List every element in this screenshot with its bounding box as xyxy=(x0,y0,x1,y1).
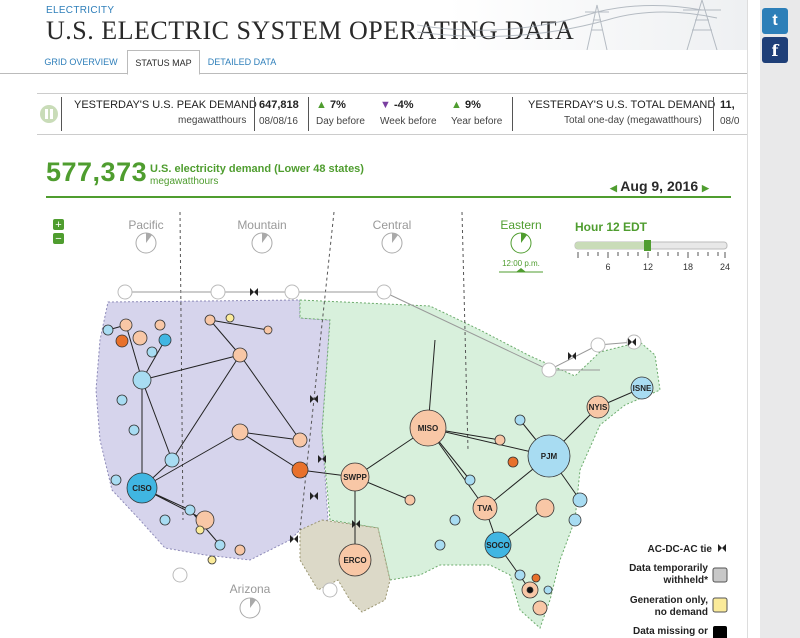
summary-strip: YESTERDAY'S U.S. PEAK DEMAND megawatthou… xyxy=(37,93,747,135)
canada-nodes xyxy=(117,284,642,598)
scroll-rail xyxy=(747,0,760,638)
next-date-icon[interactable]: ▶ xyxy=(702,183,709,193)
twitter-icon[interactable]: t xyxy=(762,8,788,34)
site-header: ELECTRICITY U.S. ELECTRIC SYSTEM OPERATI… xyxy=(0,0,747,50)
balancing-nodes xyxy=(102,313,588,616)
total-value: 11, xyxy=(720,99,735,111)
svg-text:SWPP: SWPP xyxy=(343,473,367,482)
status-map: + − xyxy=(53,211,730,638)
svg-text:Hour 12 EDT: Hour 12 EDT xyxy=(575,220,648,234)
svg-text:+: + xyxy=(55,219,61,231)
timezone-pacific[interactable]: Pacific xyxy=(128,218,164,254)
svg-text:Central: Central xyxy=(373,218,412,232)
svg-text:Eastern: Eastern xyxy=(500,218,541,232)
svg-text:CISO: CISO xyxy=(132,484,152,493)
prev-date-icon[interactable]: ◀ xyxy=(610,183,617,193)
zoom-out-button[interactable]: − xyxy=(53,233,64,245)
up-arrow-icon: ▲ xyxy=(316,99,327,111)
svg-text:NYIS: NYIS xyxy=(589,403,608,412)
peak-title: YESTERDAY'S U.S. PEAK DEMAND xyxy=(74,99,257,111)
demand-label: U.S. electricity demand (Lower 48 states… xyxy=(150,163,364,175)
pause-icon[interactable] xyxy=(39,104,59,124)
svg-text:Generation only,: Generation only, xyxy=(630,595,708,606)
timezone-central[interactable]: Central xyxy=(373,218,412,254)
total-subtitle: Total one-day (megawatthours) xyxy=(564,115,702,126)
svg-text:12: 12 xyxy=(643,262,653,272)
svg-text:PJM: PJM xyxy=(541,452,558,461)
svg-text:6: 6 xyxy=(605,262,610,272)
map-legend: AC-DC-AC tie Data temporarily withheld* … xyxy=(629,544,728,638)
power-tower-graphic xyxy=(417,0,721,50)
region-nodes xyxy=(126,376,654,577)
svg-text:Arizona: Arizona xyxy=(230,582,271,596)
tab-grid-overview[interactable]: GRID OVERVIEW xyxy=(44,57,118,67)
total-date: 08/0 xyxy=(720,116,740,127)
date-value: Aug 9, 2016 xyxy=(620,178,699,194)
zoom-in-button[interactable]: + xyxy=(53,219,64,231)
svg-text:MISO: MISO xyxy=(418,424,438,433)
tab-bar: GRID OVERVIEW STATUS MAP DETAILED DATA xyxy=(0,50,747,75)
svg-text:Mountain: Mountain xyxy=(237,218,286,232)
change-day-value: 7% xyxy=(329,99,346,111)
slider-handle[interactable] xyxy=(644,240,651,251)
svg-text:Pacific: Pacific xyxy=(128,218,163,232)
svg-text:18: 18 xyxy=(683,262,693,272)
svg-text:ERCO: ERCO xyxy=(343,556,366,565)
svg-text:withheld*: withheld* xyxy=(663,575,709,586)
demand-value: 577,373 xyxy=(46,157,148,187)
tab-status-map[interactable]: STATUS MAP xyxy=(127,50,200,75)
timezone-eastern[interactable]: Eastern 12:00 p.m. xyxy=(498,214,544,274)
svg-text:24: 24 xyxy=(720,262,730,272)
svg-text:ISNE: ISNE xyxy=(633,384,652,393)
current-demand: 577,373 U.S. electricity demand (Lower 4… xyxy=(46,157,364,188)
total-title: YESTERDAY'S U.S. TOTAL DEMAND xyxy=(528,99,716,111)
svg-text:Data temporarily: Data temporarily xyxy=(629,563,708,574)
divider xyxy=(46,196,731,198)
tab-detailed-data[interactable]: DETAILED DATA xyxy=(207,57,277,67)
section-kicker[interactable]: ELECTRICITY xyxy=(46,5,115,16)
peak-value: 647,818 xyxy=(259,99,299,111)
region-labels: MISO PJM NYIS ISNE SWPP TVA SOCO ERCO CI… xyxy=(132,384,652,565)
timezone-mountain[interactable]: Mountain xyxy=(237,218,287,254)
svg-text:Data missing or: Data missing or xyxy=(633,626,708,637)
peak-date: 08/08/16 xyxy=(259,116,298,127)
facebook-icon[interactable]: f xyxy=(762,37,788,63)
change-week-value: -4% xyxy=(393,99,414,111)
svg-text:−: − xyxy=(55,233,61,245)
date-selector: ◀ Aug 9, 2016 ▶ xyxy=(610,178,709,194)
transmission-links xyxy=(107,319,643,591)
change-week-label: Week before xyxy=(380,116,437,127)
down-arrow-icon: ▼ xyxy=(380,99,391,111)
svg-text:no demand: no demand xyxy=(655,607,708,618)
eastern-interconnection xyxy=(299,299,661,629)
timezone-arizona[interactable]: Arizona xyxy=(230,582,271,619)
timezone-lines xyxy=(179,211,469,531)
svg-text:SOCO: SOCO xyxy=(486,541,510,550)
hour-slider[interactable]: Hour 12 EDT 6 12 18 24 xyxy=(574,220,730,272)
change-day-label: Day before xyxy=(316,116,365,127)
svg-text:TVA: TVA xyxy=(477,504,493,513)
up-arrow-icon: ▲ xyxy=(451,99,462,111)
tie-icon xyxy=(718,544,726,552)
svg-text:12:00 p.m.: 12:00 p.m. xyxy=(502,259,540,268)
change-year-label: Year before xyxy=(451,116,503,127)
ac-dc-ac-ties xyxy=(250,288,636,543)
peak-unit: megawatthours xyxy=(178,115,247,126)
change-year-value: 9% xyxy=(464,99,481,111)
svg-text:AC-DC-AC tie: AC-DC-AC tie xyxy=(648,544,713,555)
demand-unit: megawatthours xyxy=(150,176,219,187)
